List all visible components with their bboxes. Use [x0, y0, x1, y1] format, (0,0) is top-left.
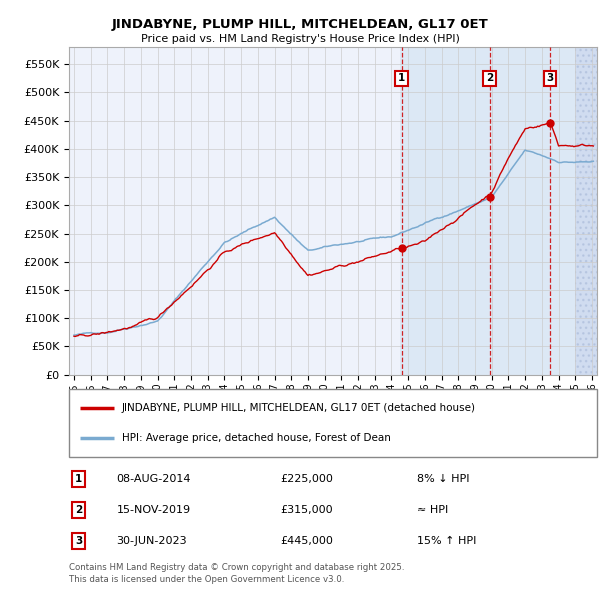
- Text: 08-AUG-2014: 08-AUG-2014: [116, 474, 191, 484]
- Text: 1: 1: [75, 474, 82, 484]
- Text: 3: 3: [75, 536, 82, 546]
- Text: JINDABYNE, PLUMP HILL, MITCHELDEAN, GL17 0ET (detached house): JINDABYNE, PLUMP HILL, MITCHELDEAN, GL17…: [122, 404, 476, 414]
- Text: 8% ↓ HPI: 8% ↓ HPI: [418, 474, 470, 484]
- Text: 2: 2: [75, 505, 82, 515]
- Text: 15% ↑ HPI: 15% ↑ HPI: [418, 536, 477, 546]
- Text: HPI: Average price, detached house, Forest of Dean: HPI: Average price, detached house, Fore…: [122, 433, 391, 443]
- Text: 2: 2: [486, 73, 493, 83]
- Text: JINDABYNE, PLUMP HILL, MITCHELDEAN, GL17 0ET: JINDABYNE, PLUMP HILL, MITCHELDEAN, GL17…: [112, 18, 488, 31]
- Text: 30-JUN-2023: 30-JUN-2023: [116, 536, 187, 546]
- Text: 15-NOV-2019: 15-NOV-2019: [116, 505, 191, 515]
- Text: Price paid vs. HM Land Registry's House Price Index (HPI): Price paid vs. HM Land Registry's House …: [140, 34, 460, 44]
- Text: £445,000: £445,000: [280, 536, 333, 546]
- Text: £315,000: £315,000: [280, 505, 333, 515]
- Bar: [400, 47, 600, 375]
- Text: Contains HM Land Registry data © Crown copyright and database right 2025.
This d: Contains HM Land Registry data © Crown c…: [69, 563, 404, 584]
- Text: £225,000: £225,000: [280, 474, 333, 484]
- Bar: [575, 47, 600, 375]
- Text: ≈ HPI: ≈ HPI: [418, 505, 449, 515]
- Text: 1: 1: [398, 73, 405, 83]
- Text: 3: 3: [547, 73, 554, 83]
